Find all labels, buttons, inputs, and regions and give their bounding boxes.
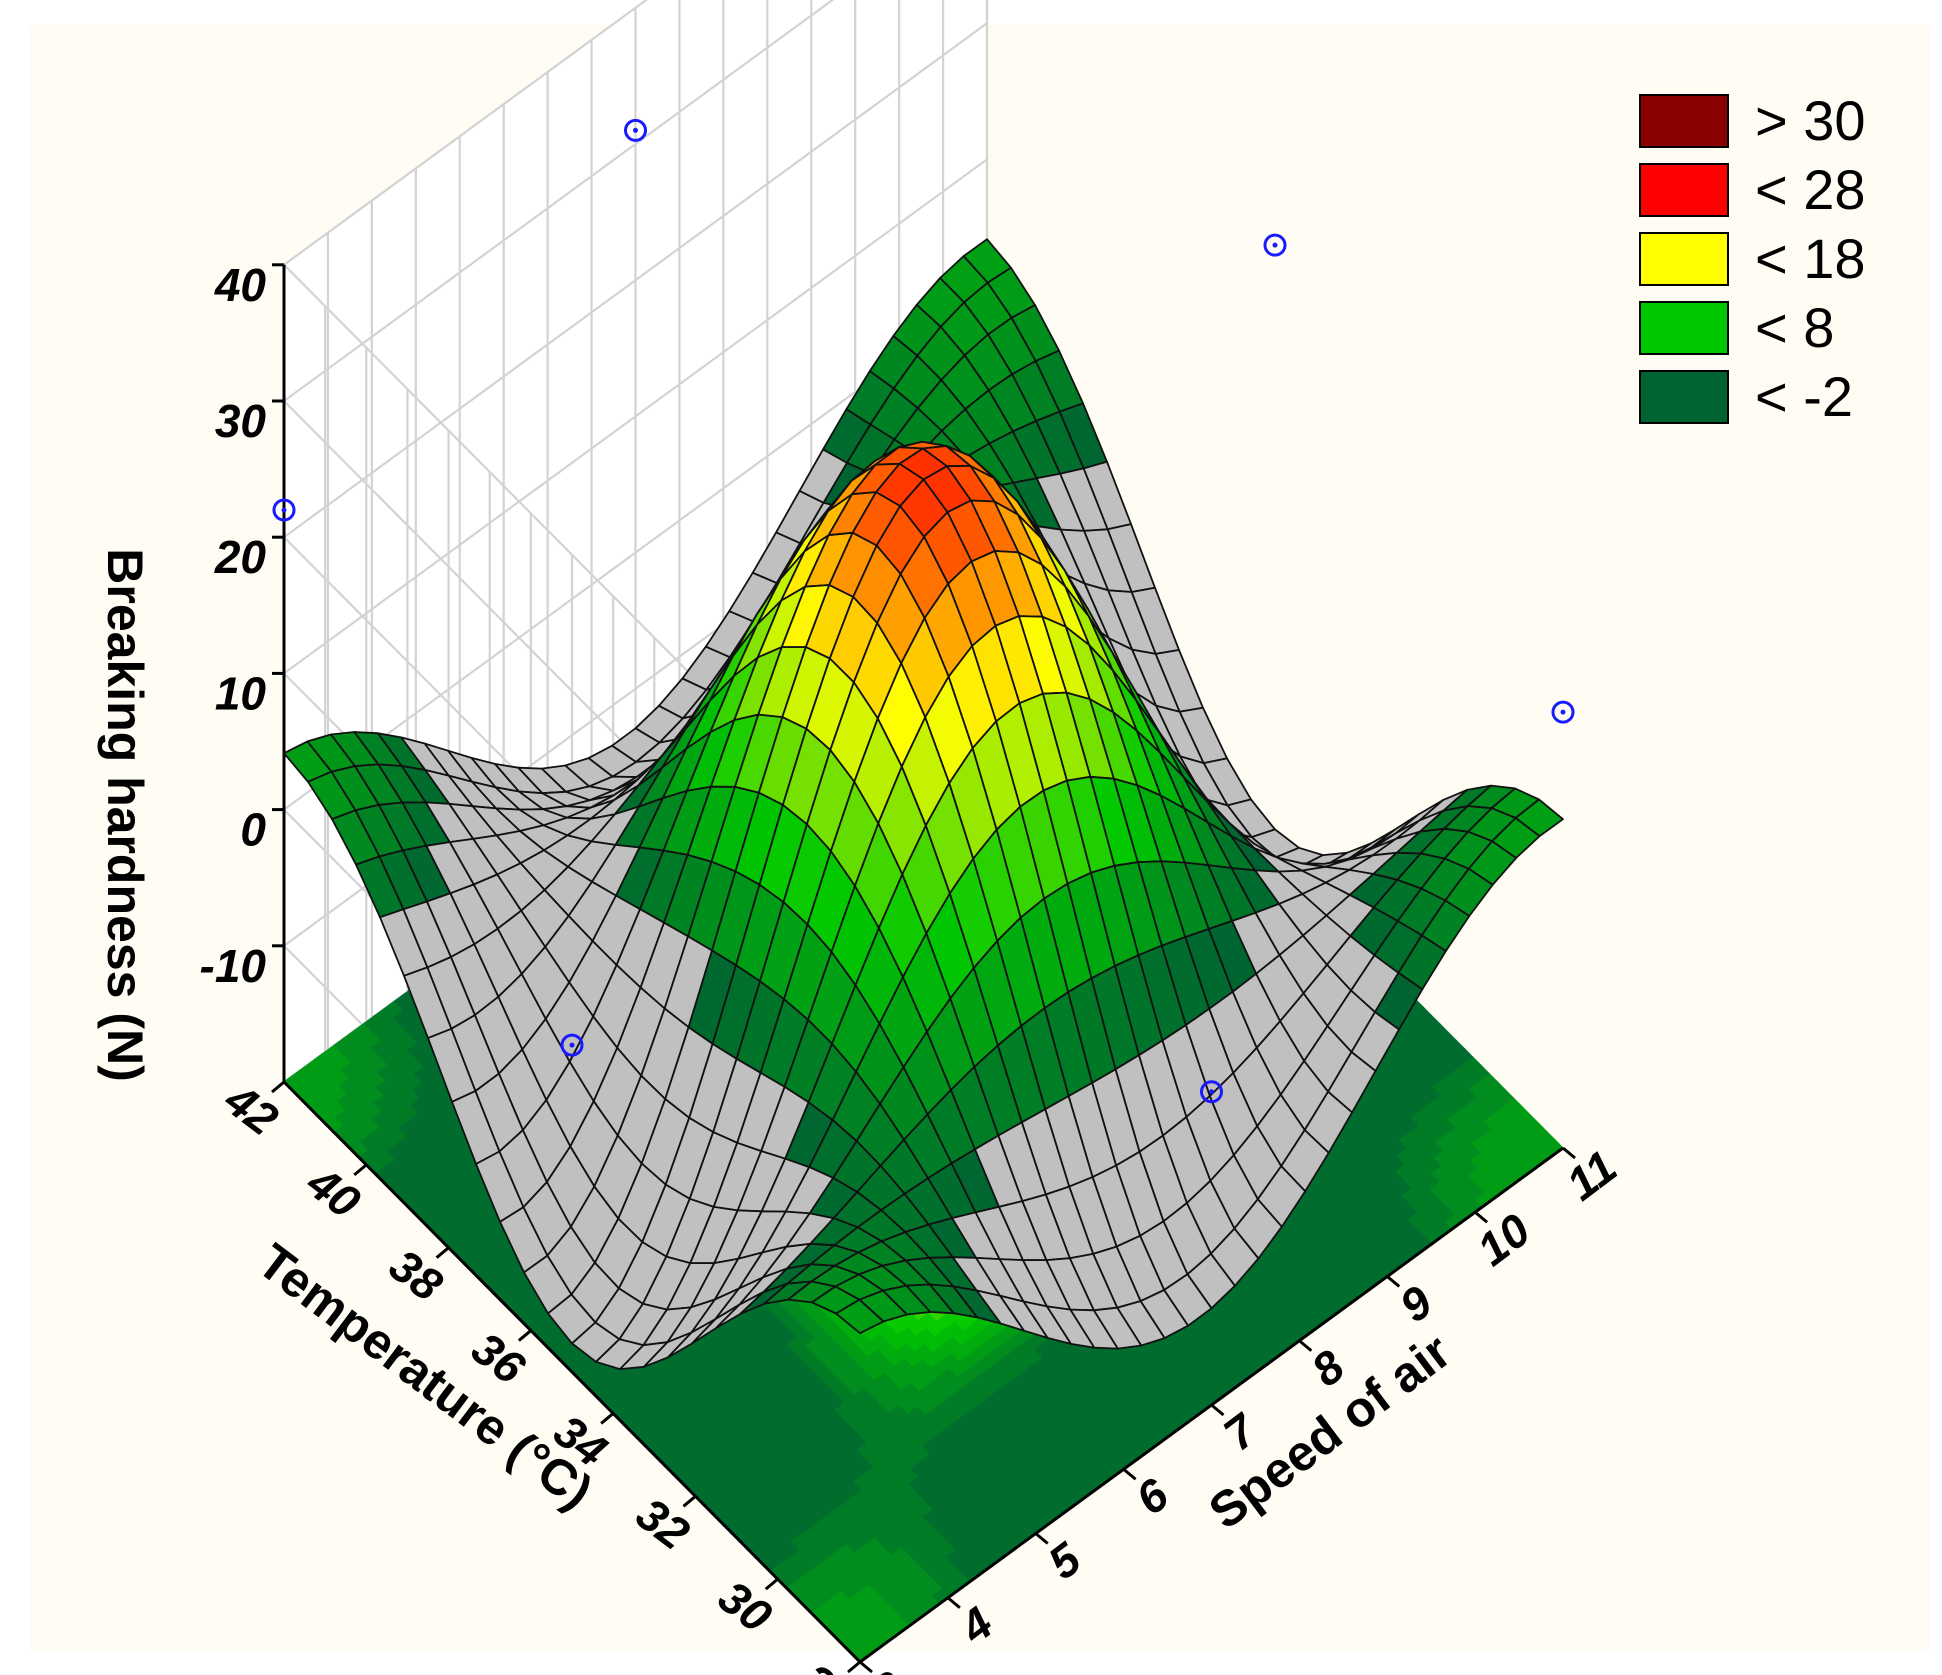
y-axis-line (282, 1080, 862, 1664)
response-surface (283, 238, 1564, 1370)
